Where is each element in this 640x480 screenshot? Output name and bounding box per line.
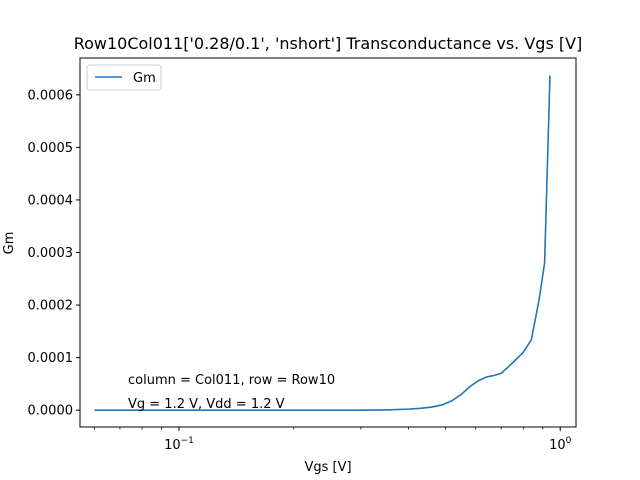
legend-label: Gm <box>133 71 156 86</box>
series-line-gm <box>94 75 551 411</box>
series-layer <box>94 75 551 411</box>
x-axis-label: Vgs [V] <box>304 460 351 475</box>
y-tick-label: 0.0005 <box>28 141 74 156</box>
y-tick-label: 0.0002 <box>28 299 74 314</box>
y-tick-label: 0.0006 <box>28 88 74 103</box>
legend-box <box>86 64 162 91</box>
plot-frame <box>79 57 577 428</box>
annotation-voltages: Vg = 1.2 V, Vdd = 1.2 V <box>128 397 285 412</box>
y-axis-label: Gm <box>2 232 17 255</box>
y-tick-label: 0.0003 <box>28 246 74 261</box>
x-tick-label: 10−1 <box>164 436 194 453</box>
chart-title: Row10Col011['0.28/0.1', 'nshort'] Transc… <box>74 34 583 53</box>
annotation-location: column = Col011, row = Row10 <box>128 373 335 388</box>
y-tick-label: 0.0004 <box>28 193 74 208</box>
legend: Gm <box>86 64 162 91</box>
y-tick-label: 0.0000 <box>28 404 74 419</box>
x-tick-label: 100 <box>549 436 572 453</box>
x-axis: 10−1 100 <box>94 427 572 453</box>
y-tick-label: 0.0001 <box>28 351 74 366</box>
y-axis: 0.0000 0.0001 0.0002 0.0003 0.0004 0.0005 0.00… <box>28 88 80 419</box>
